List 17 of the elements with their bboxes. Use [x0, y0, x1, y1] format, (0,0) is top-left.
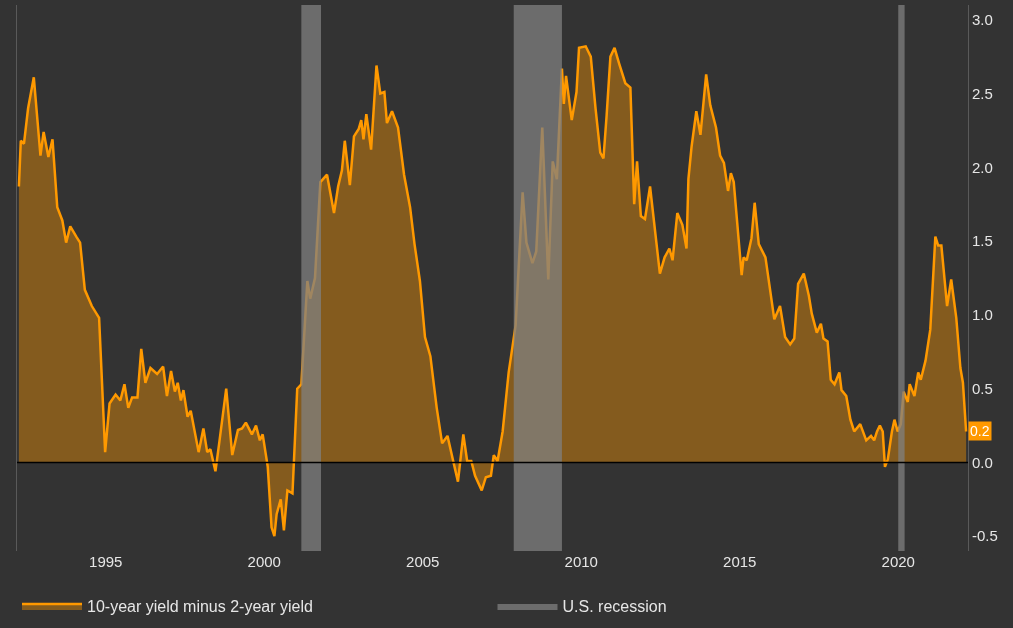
y-tick-label: 0.5 [972, 379, 993, 397]
y-tick-label: 1.0 [972, 306, 993, 324]
y-tick-label: 0.0 [972, 453, 993, 471]
x-tick-label: 2000 [247, 553, 281, 570]
legend-label: 10-year yield minus 2-year yield [87, 598, 313, 616]
x-tick-label: 2005 [406, 553, 440, 570]
x-tick-label: 2020 [881, 553, 915, 570]
x-tick-label: 2015 [723, 553, 757, 570]
y-tick-label: 2.5 [972, 84, 993, 102]
annotation: 0.2 [970, 423, 990, 439]
y-tick-label: 2.0 [972, 158, 993, 176]
legend-label: U.S. recession [562, 598, 667, 616]
y-tick-label: 1.5 [972, 232, 993, 250]
x-tick-label: 2010 [564, 553, 598, 570]
x-tick-label: 1995 [89, 553, 123, 570]
y-tick-label: -0.5 [972, 527, 998, 545]
y-tick-label: 3.0 [972, 11, 993, 29]
